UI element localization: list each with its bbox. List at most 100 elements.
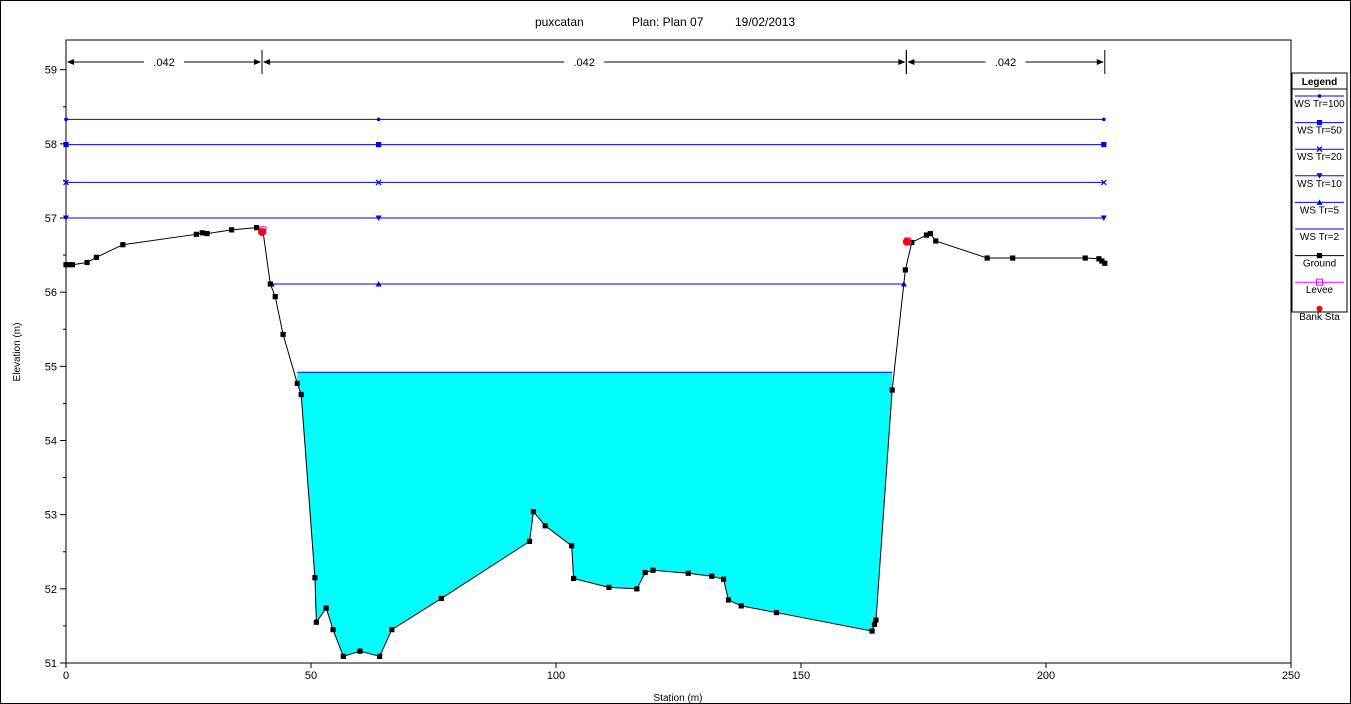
series-point-6-46 [909,239,915,246]
series-point-2-1 [375,179,382,186]
series-point-2-2 [1100,179,1107,186]
manning-reach-0: .042 [65,50,263,74]
series-point-6-17 [312,575,318,581]
legend: Legend WS Tr=100 WS Tr=50 WS Tr=20 WS Tr=10… [1291,72,1348,323]
series-point-1-1 [376,141,382,148]
series-point-6-43 [873,617,879,623]
legend-label-8: Bank Sta [1299,312,1340,323]
series-point-6-19 [323,605,329,611]
y-axis-title: Elevation (m) [12,323,23,382]
chart-date: 19/02/2013 [735,15,795,29]
series-bank-sta [258,228,911,246]
series-point-4-1 [375,281,382,287]
series-point-1-0 [63,141,69,148]
y-tick-label-2: 53 [45,510,57,522]
series-point-6-3 [84,259,90,266]
legend-label-0: WS Tr=100 [1294,99,1345,110]
series-point-6-8 [204,230,210,237]
series-point-0-0 [64,117,68,122]
legend-label-3: WS Tr=10 [1297,179,1342,190]
series-point-6-36 [709,573,715,579]
series-point-3-1 [375,215,382,221]
chart-plan: Plan: Plan 07 [632,15,704,29]
series-ws-tr-5 [268,281,907,287]
legend-label-2: WS Tr=20 [1297,152,1342,163]
series-point-6-6 [193,231,199,237]
series-levee [259,226,912,245]
y-tick-label-1: 52 [45,584,57,596]
legend-title: Legend [1302,77,1338,88]
series-ws-tr-100 [64,117,1106,122]
legend-marker-6 [1316,253,1323,259]
manning-reach-1: .042 [261,50,907,74]
x-axis-title: Station (m) [654,693,703,704]
axes-layer: 0 50 100 150 200 250 51 52 53 54 55 56 57 58 59 [45,65,1300,682]
series-point-6-18 [313,619,319,625]
series-point-6-5 [120,242,126,248]
series-point-6-45 [902,267,908,273]
series-point-6-38 [725,597,732,603]
y-tick-label-6: 57 [45,213,57,225]
series-point-6-50 [984,255,990,261]
series-point-6-47 [923,232,930,238]
x-tick-label-2: 100 [547,670,565,682]
y-tick-label-7: 58 [45,139,57,151]
series-point-6-14 [280,331,286,338]
legend-marker-3 [1316,173,1323,179]
legend-entry-5: WS Tr=2 [1295,228,1344,243]
series-point-6-27 [530,509,537,515]
legend-entry-4: WS Tr=5 [1295,199,1344,216]
series-point-6-28 [542,523,548,529]
series-point-6-26 [526,538,533,544]
series-point-6-9 [229,227,235,233]
legend-marker-2 [1316,146,1323,153]
series-point-0-1 [376,117,381,122]
series-point-6-1 [65,262,72,268]
legend-marker-4 [1316,199,1323,205]
series-point-3-2 [1100,215,1107,221]
series-line-6 [66,227,1106,657]
series-point-6-10 [254,225,260,231]
legend-label-1: WS Tr=50 [1297,126,1342,137]
series-point-6-49 [933,238,939,244]
legend-marker-1 [1316,120,1323,126]
y-tick-label-8: 59 [45,65,57,77]
y-tick-label-3: 54 [45,436,57,448]
x-tick-label-5: 250 [1282,670,1300,682]
series-point-6-2 [69,262,75,268]
legend-entry-0: WS Tr=100 [1294,94,1345,110]
series-point-6-48 [927,230,933,237]
chart-title: puxcatan [535,15,584,29]
series-point-6-13 [272,294,278,300]
series-point-6-20 [330,627,336,633]
series-point-6-30 [571,575,577,582]
series-ground [63,225,1108,659]
legend-entry-7: Levee [1295,278,1344,296]
legend-marker-8 [1316,305,1323,312]
series-point-6-40 [773,609,780,616]
x-tick-label-0: 0 [63,670,69,682]
legend-marker-7 [1316,278,1323,286]
manning-label-0: .042 [153,57,174,69]
series-point-6-22 [357,648,363,654]
y-tick-label-0: 51 [45,658,57,670]
series-ws-tr-10 [63,215,1107,221]
legend-box [1291,72,1348,313]
series-point-6-52 [1082,255,1088,261]
series-point-6-31 [606,584,612,590]
series-point-6-32 [634,586,640,592]
bank-station-point-0 [258,228,266,237]
series-point-6-35 [685,570,691,576]
series-layer [63,117,1108,659]
series-point-0-2 [1102,117,1106,122]
series-point-6-21 [340,653,346,659]
y-tick-label-5: 56 [45,287,57,299]
legend-entry-2: WS Tr=20 [1295,146,1344,163]
legend-entry-6: Ground [1295,253,1344,270]
legend-marker-0 [1317,94,1322,98]
series-point-6-37 [720,576,727,582]
series-point-6-42 [871,621,878,628]
plot-frame [65,39,1292,664]
